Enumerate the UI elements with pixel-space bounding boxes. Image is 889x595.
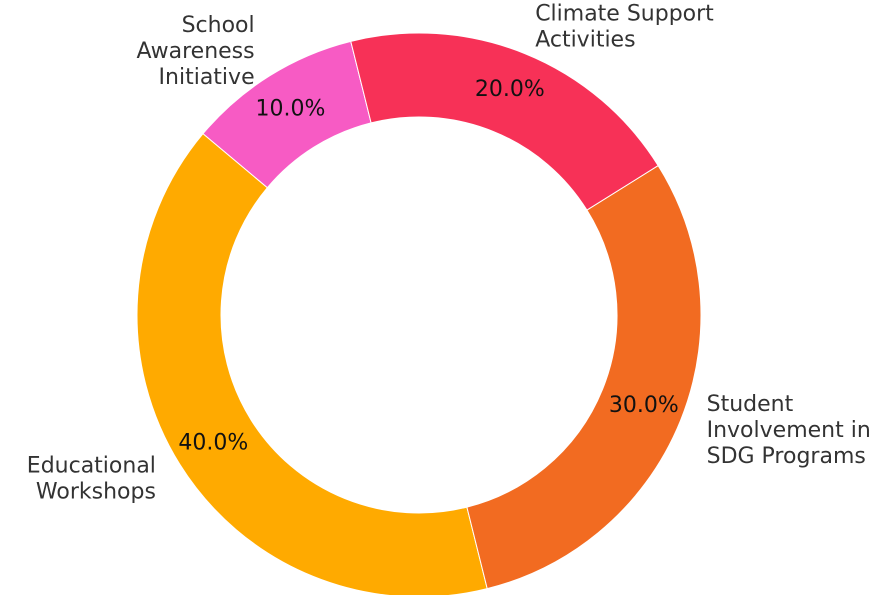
value-label: 20.0% — [475, 77, 545, 102]
value-label: 40.0% — [178, 431, 248, 456]
category-label: Climate Support Activities — [535, 1, 714, 52]
donut-segment — [136, 133, 488, 595]
value-label: 10.0% — [256, 96, 326, 121]
category-label: School Awareness Initiative — [136, 13, 254, 90]
donut-segment — [466, 164, 702, 590]
value-label: 30.0% — [609, 393, 679, 418]
category-label: Educational Workshops — [27, 453, 156, 504]
category-label: Student Involvement in SDG Programs — [707, 392, 871, 469]
donut-segment — [350, 32, 659, 211]
